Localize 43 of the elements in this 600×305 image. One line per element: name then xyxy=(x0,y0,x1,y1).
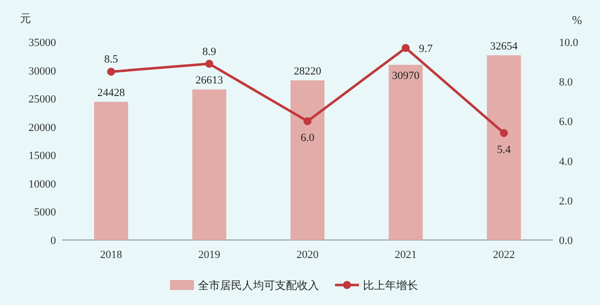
point xyxy=(205,60,214,68)
data-label: 8.5 xyxy=(104,54,118,66)
y-tick-label: 15000 xyxy=(28,150,56,162)
y2-tick-label: 4.0 xyxy=(559,156,574,168)
bar xyxy=(192,89,226,240)
y2-tick-label: 8.0 xyxy=(559,76,574,89)
legend-label: 全市居民人均可支配收入 xyxy=(198,279,319,292)
data-label: 5.4 xyxy=(497,144,512,156)
data-label: 28220 xyxy=(294,65,322,78)
data-label: 32654 xyxy=(490,40,518,52)
data-label: 30970 xyxy=(392,70,420,82)
y-tick-label: 30000 xyxy=(28,65,56,78)
y2-tick-label: 6.0 xyxy=(559,116,574,128)
point xyxy=(402,44,410,52)
x-tick-label: 2018 xyxy=(100,249,123,261)
legend-label: 比上年增长 xyxy=(363,279,418,292)
bar xyxy=(388,64,423,240)
data-label: 9.7 xyxy=(418,42,434,55)
y-tick-label: 5000 xyxy=(34,206,56,219)
y2-tick-label: 10.0 xyxy=(559,37,579,49)
data-label: 24428 xyxy=(97,86,126,99)
y-tick-label: 20000 xyxy=(28,122,56,134)
point xyxy=(500,129,508,138)
point xyxy=(107,68,116,76)
data-label: 8.9 xyxy=(202,46,217,58)
y2-tick-label: 0.0 xyxy=(559,235,574,247)
data-label: 26613 xyxy=(196,74,224,86)
x-tick-label: 2021 xyxy=(394,249,417,261)
x-tick-label: 2019 xyxy=(198,249,221,261)
y-tick-label: 25000 xyxy=(28,94,56,106)
x-tick-label: 2020 xyxy=(296,249,319,261)
y-tick-label: 10000 xyxy=(28,178,56,190)
bar xyxy=(94,102,128,240)
y2-axis-title: % xyxy=(572,13,582,27)
bar xyxy=(486,55,521,240)
data-label: 6.0 xyxy=(300,132,315,144)
x-tick-label: 2022 xyxy=(492,249,515,261)
y-tick-label: 35000 xyxy=(28,37,56,49)
bar xyxy=(290,80,324,240)
y-axis-title: 元 xyxy=(20,13,31,25)
y-tick-label: 0 xyxy=(50,235,56,247)
point xyxy=(304,117,312,126)
y2-tick-label: 2.0 xyxy=(559,195,574,208)
